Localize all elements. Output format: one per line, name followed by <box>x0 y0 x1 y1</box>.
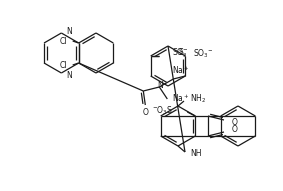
Text: O: O <box>232 125 238 134</box>
Text: NH$_2$: NH$_2$ <box>190 93 206 105</box>
Text: O: O <box>232 117 238 126</box>
Text: Na$^+$: Na$^+$ <box>172 64 189 76</box>
Text: Cl: Cl <box>59 61 67 70</box>
Text: N: N <box>66 70 72 79</box>
Text: Na$^+$: Na$^+$ <box>171 92 189 104</box>
Text: Cl: Cl <box>59 36 67 45</box>
Text: NH: NH <box>190 150 201 159</box>
Text: SO$_3^{-}$: SO$_3^{-}$ <box>172 46 189 60</box>
Text: N: N <box>66 27 72 36</box>
Text: SO$_3$$^{-}$: SO$_3$$^{-}$ <box>193 48 213 60</box>
Text: N: N <box>157 80 163 90</box>
Text: S: S <box>178 48 183 57</box>
Text: $^{-}$O$_3$S: $^{-}$O$_3$S <box>153 105 173 117</box>
Text: O: O <box>142 108 148 117</box>
